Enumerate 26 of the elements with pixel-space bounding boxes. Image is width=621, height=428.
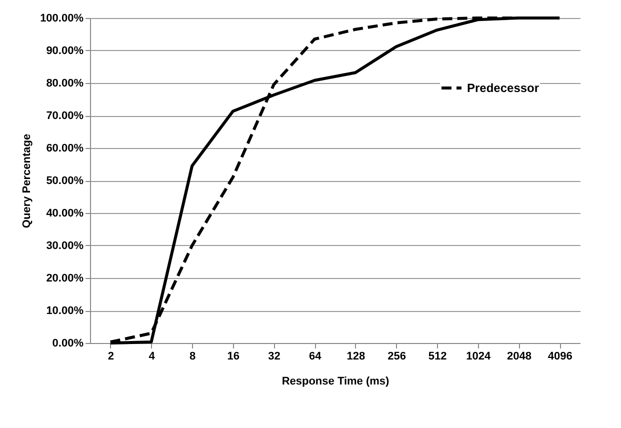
x-axis-title: Response Time (ms) xyxy=(282,376,390,388)
x-tick-label: 16 xyxy=(227,350,240,362)
y-tick-label: 30.00% xyxy=(46,240,84,252)
x-tick-label: 64 xyxy=(308,350,322,362)
y-tick-label: 0.00% xyxy=(52,338,84,350)
y-tick-label: 70.00% xyxy=(46,110,84,122)
y-tick-label: 40.00% xyxy=(46,208,84,220)
x-tick-label: 512 xyxy=(428,350,447,362)
y-axis-title: Query Percentage xyxy=(21,134,34,228)
x-tick-label: 2048 xyxy=(507,350,532,362)
y-tick-label: 10.00% xyxy=(46,305,84,317)
y-tick-label: 80.00% xyxy=(46,78,84,90)
x-tick-label: 2 xyxy=(108,350,114,362)
y-tick-label: 20.00% xyxy=(46,272,84,284)
legend-label: Predecessor xyxy=(467,81,540,95)
x-tick-label: 4096 xyxy=(548,350,572,362)
x-tick-label: 1024 xyxy=(466,350,492,362)
y-tick-label: 100.00% xyxy=(40,12,84,24)
x-tick-label: 4 xyxy=(148,350,156,362)
x-tick-label: 32 xyxy=(268,350,280,362)
y-tick-label: 60.00% xyxy=(46,142,84,154)
y-tick-label: 50.00% xyxy=(46,175,84,187)
x-tick-label: 8 xyxy=(190,350,196,362)
x-tick-label: 256 xyxy=(388,350,406,362)
y-tick-label: 90.00% xyxy=(46,45,84,57)
x-tick-label: 128 xyxy=(346,350,366,362)
